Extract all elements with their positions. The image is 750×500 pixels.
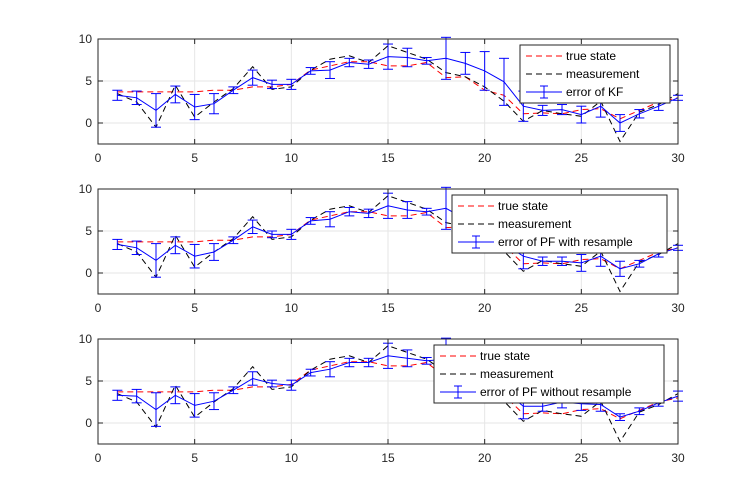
y-tick-label: 5 bbox=[85, 224, 92, 238]
series-line bbox=[117, 355, 679, 418]
legend-box bbox=[519, 44, 671, 104]
x-tick-label: 30 bbox=[671, 301, 685, 315]
y-tick-label: 10 bbox=[79, 182, 93, 196]
legend-label: error of PF with resample bbox=[498, 235, 633, 249]
y-tick-label: 0 bbox=[85, 266, 92, 280]
legend-entry: true state bbox=[458, 199, 548, 213]
legend-box bbox=[451, 194, 668, 254]
legend-entry: measurement bbox=[526, 67, 640, 81]
legend: true state measurement error of PF without… bbox=[433, 344, 665, 404]
x-tick-label: 5 bbox=[191, 151, 198, 165]
legend-label: measurement bbox=[498, 217, 572, 231]
x-tick-label: 5 bbox=[191, 301, 198, 315]
x-tick-label: 10 bbox=[285, 151, 299, 165]
x-tick-label: 15 bbox=[381, 301, 395, 315]
x-tick-label: 20 bbox=[478, 301, 492, 315]
legend-entry: error of PF with resample bbox=[458, 235, 633, 249]
x-tick-label: 15 bbox=[381, 151, 395, 165]
legend-entry: measurement bbox=[458, 217, 572, 231]
subplot-2: 0 5 10 15 20 25 30 0 5 10 true state measurement err… bbox=[79, 182, 685, 315]
series-1 bbox=[117, 61, 679, 120]
x-tick-label: 0 bbox=[95, 301, 102, 315]
legend-entry: true state bbox=[440, 349, 530, 363]
y-tick-label: 10 bbox=[79, 32, 93, 46]
legend-label: true state bbox=[566, 49, 616, 63]
x-tick-label: 30 bbox=[671, 451, 685, 465]
legend-label: true state bbox=[498, 199, 548, 213]
series-line bbox=[117, 205, 679, 270]
series-line bbox=[117, 56, 679, 124]
subplot-3: 0 5 10 15 20 25 30 0 5 10 true state measurement err… bbox=[79, 332, 685, 465]
x-tick-label: 30 bbox=[671, 151, 685, 165]
x-tick-label: 10 bbox=[285, 451, 299, 465]
x-tick-label: 5 bbox=[191, 451, 198, 465]
x-tick-label: 10 bbox=[285, 301, 299, 315]
legend-label: error of KF bbox=[566, 85, 623, 99]
x-tick-label: 25 bbox=[575, 151, 589, 165]
series-line bbox=[117, 361, 679, 420]
series-1 bbox=[117, 211, 679, 270]
y-tick-label: 0 bbox=[85, 116, 92, 130]
y-tick-label: 0 bbox=[85, 416, 92, 430]
x-tick-label: 15 bbox=[381, 451, 395, 465]
x-tick-label: 25 bbox=[575, 301, 589, 315]
legend-entry: measurement bbox=[440, 367, 554, 381]
legend-entry: error of PF without resample bbox=[440, 385, 632, 399]
x-tick-label: 0 bbox=[95, 151, 102, 165]
subplot-1: 0 5 10 15 20 25 30 0 5 10 true state measurement err… bbox=[79, 32, 685, 165]
legend: true state measurement error of PF with re… bbox=[451, 194, 668, 254]
x-tick-label: 25 bbox=[575, 451, 589, 465]
legend-label: error of PF without resample bbox=[480, 385, 632, 399]
x-tick-label: 0 bbox=[95, 451, 102, 465]
legend-label: measurement bbox=[566, 67, 640, 81]
series-line bbox=[117, 211, 679, 270]
legend-entry: true state bbox=[526, 49, 616, 63]
y-tick-label: 5 bbox=[85, 74, 92, 88]
series-1 bbox=[117, 361, 679, 420]
x-tick-label: 20 bbox=[478, 151, 492, 165]
series-line bbox=[117, 61, 679, 120]
x-tick-label: 20 bbox=[478, 451, 492, 465]
y-tick-label: 5 bbox=[85, 374, 92, 388]
legend-label: measurement bbox=[480, 367, 554, 381]
y-tick-label: 10 bbox=[79, 332, 93, 346]
legend-entry: error of KF bbox=[526, 85, 623, 99]
legend-label: true state bbox=[480, 349, 530, 363]
legend: true state measurement error of KF bbox=[519, 44, 671, 104]
